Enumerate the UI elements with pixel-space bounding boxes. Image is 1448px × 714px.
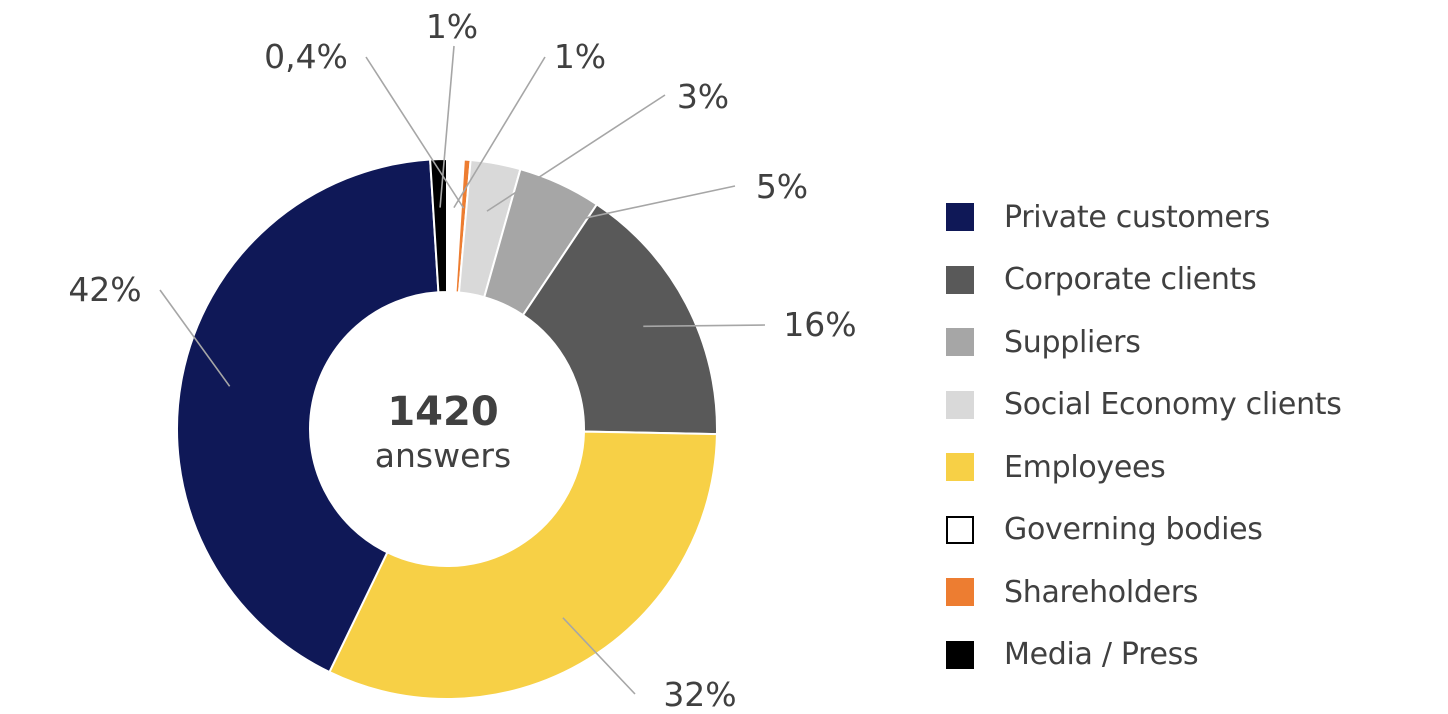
legend-item-corporate-clients: Corporate clients (946, 249, 1342, 312)
legend-item-media-press: Media / Press (946, 624, 1342, 687)
legend-item-suppliers: Suppliers (946, 311, 1342, 374)
legend-item-employees: Employees (946, 436, 1342, 499)
data-label-suppliers: 5% (756, 167, 808, 206)
legend-swatch-governing-bodies (946, 515, 974, 544)
leader-employees (562, 617, 636, 695)
legend-item-governing-bodies: Governing bodies (946, 499, 1342, 562)
legend-label: Private customers (1004, 199, 1270, 235)
legend-label: Media / Press (1004, 637, 1199, 673)
legend-item-social-economy-clients: Social Economy clients (946, 374, 1342, 437)
leader-private-customers (159, 289, 231, 387)
data-labels: 1% 0,4% 3% 5% 16% 32% 42% 1% (68, 7, 856, 714)
legend-swatch-social-economy-clients (946, 390, 974, 419)
legend-swatch-media-press (946, 640, 974, 669)
data-label-shareholders: 0,4% (264, 37, 348, 76)
legend-label: Employees (1004, 449, 1166, 485)
legend-label: Suppliers (1004, 324, 1141, 360)
donut-slices (176, 157, 718, 700)
donut-chart: 1% 0,4% 3% 5% 16% 32% 42% 1% 1420 answers (68, 7, 856, 714)
legend-label: Governing bodies (1004, 512, 1263, 548)
data-label-social-economy-clients: 3% (677, 77, 729, 116)
leader-media-press (439, 45, 455, 208)
legend-item-private-customers: Private customers (946, 186, 1342, 249)
leader-shareholders (365, 56, 465, 209)
slice-employees (328, 430, 718, 700)
legend-label: Corporate clients (1004, 262, 1257, 298)
data-label-corporate-clients: 16% (783, 305, 856, 344)
legend-swatch-employees (946, 453, 974, 482)
legend-item-shareholders: Shareholders (946, 561, 1342, 624)
legend-swatch-private-customers (946, 203, 974, 232)
data-label-governing-bodies: 1% (554, 37, 606, 76)
data-label-employees: 32% (663, 675, 736, 714)
legend-label: Shareholders (1004, 574, 1199, 610)
legend: Private customers Corporate clients Suppli… (946, 186, 1342, 686)
slice-media-press (429, 157, 448, 294)
data-label-media-press: 1% (426, 7, 478, 46)
slice-private-customers (176, 158, 440, 674)
leader-lines (159, 45, 766, 695)
center-total: 1420 (387, 389, 498, 435)
leader-corporate-clients (643, 324, 766, 328)
legend-label: Social Economy clients (1004, 387, 1342, 423)
slice-corporate-clients (521, 202, 718, 436)
data-label-private-customers: 42% (68, 270, 141, 309)
center-caption: answers (375, 436, 511, 475)
legend-swatch-shareholders (946, 578, 974, 607)
leader-governing-bodies (453, 56, 546, 209)
legend-swatch-corporate-clients (946, 265, 974, 294)
legend-swatch-suppliers (946, 328, 974, 357)
leader-social-economy-clients (486, 94, 666, 212)
leader-suppliers (539, 185, 736, 229)
